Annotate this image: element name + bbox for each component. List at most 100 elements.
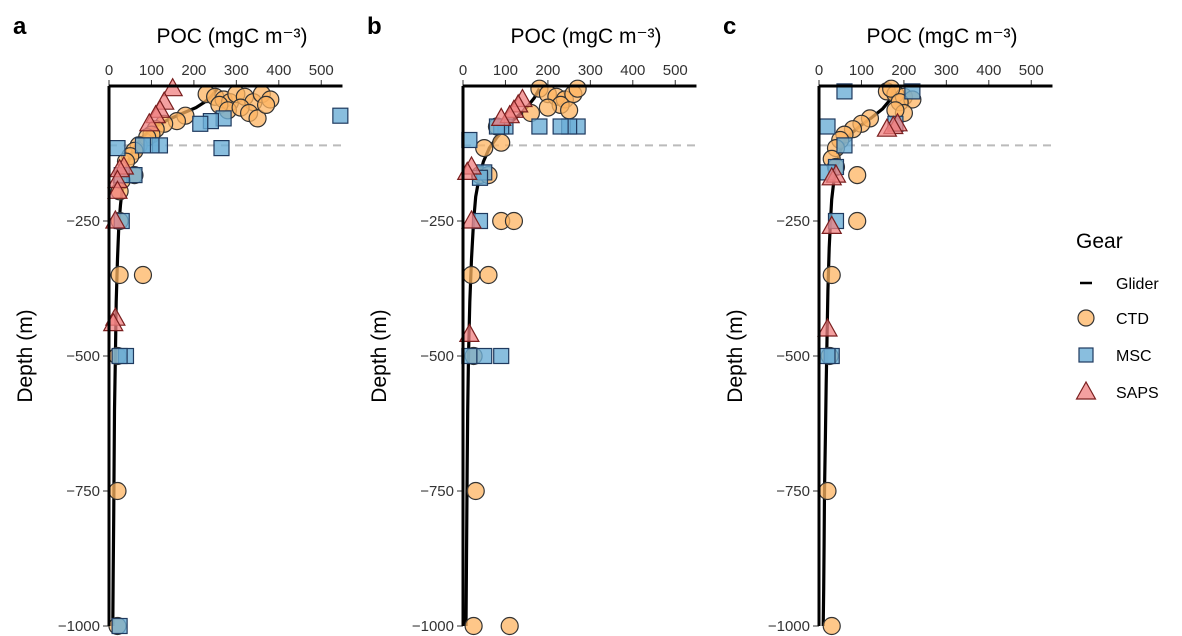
panel-c: c POC (mgC m⁻³) Depth (m) 0 100 200 300 400 500 −…: [723, 13, 1053, 636]
y-axis-title: Depth (m): [724, 309, 747, 402]
y-tick-label: −500: [776, 348, 810, 365]
msc-point: [836, 83, 853, 100]
x-tick-label: 300: [224, 62, 249, 79]
x-tick-label: 400: [976, 62, 1001, 79]
x-tick-label: 500: [663, 62, 688, 79]
saps-point: [138, 112, 160, 132]
saps-point: [490, 107, 512, 127]
x-axis-title: POC (mgC m⁻³): [510, 25, 661, 48]
saps-point: [460, 209, 483, 229]
legend-key-saps: [1075, 380, 1097, 400]
x-tick-label: 200: [181, 62, 206, 79]
ctd-point: [133, 265, 153, 285]
x-tick-label: 200: [891, 62, 916, 79]
ctd-point: [560, 101, 579, 120]
msc-point: [819, 118, 836, 135]
msc-point: [531, 118, 548, 135]
x-tick-label: 500: [1019, 62, 1044, 79]
y-axis-title: Depth (m): [14, 309, 37, 402]
y-axis-title: Depth (m): [368, 309, 391, 402]
msc-point: [192, 115, 209, 132]
ctd-point: [108, 481, 127, 501]
y-tick-label: −250: [776, 213, 810, 230]
ctd-point: [538, 98, 558, 117]
ctd-point: [882, 79, 901, 98]
panel-letter: a: [13, 13, 27, 40]
panel-letter: b: [367, 13, 382, 40]
ctd-point: [822, 265, 841, 285]
msc-point: [111, 617, 128, 635]
ctd-point: [568, 79, 587, 98]
x-tick-label: 0: [459, 62, 467, 79]
x-tick-label: 300: [934, 62, 959, 79]
x-tick-label: 0: [815, 62, 823, 79]
ctd-point: [479, 265, 498, 285]
x-tick-label: 0: [105, 62, 113, 79]
msc-point: [904, 83, 921, 100]
x-tick-label: 500: [309, 62, 334, 79]
msc-point: [476, 347, 493, 365]
ctd-point: [822, 616, 841, 636]
ctd-point: [464, 616, 483, 636]
y-tick-label: −500: [420, 348, 454, 365]
msc-point: [836, 137, 853, 154]
saps-point: [816, 317, 839, 337]
legend: Gear Glider CTD MSC SAPS: [1075, 230, 1159, 402]
panel-a: a POC (mgC m⁻³) Depth (m) 0 100 200 300 400 500 −…: [13, 13, 349, 636]
x-axis-title: POC (mgC m⁻³): [866, 25, 1017, 48]
ctd-point: [818, 481, 837, 501]
msc-point: [493, 347, 510, 365]
y-tick-label: −1000: [768, 618, 810, 635]
y-tick-label: −1000: [58, 618, 100, 635]
y-tick-label: −1000: [412, 618, 454, 635]
x-tick-label: 100: [849, 62, 874, 79]
ctd-point: [256, 95, 276, 115]
glider-profile-line: [821, 88, 895, 627]
msc-point: [109, 140, 126, 157]
msc-point: [332, 107, 349, 124]
x-tick-label: 200: [535, 62, 560, 79]
ctd-point: [504, 211, 524, 231]
saps-point: [106, 180, 129, 199]
y-tick-label: −250: [66, 213, 100, 230]
ctd-point: [848, 211, 867, 231]
ctd-point: [475, 139, 494, 158]
legend-key-msc: [1078, 347, 1094, 363]
panel-letter: c: [723, 13, 736, 40]
msc-point: [552, 118, 569, 135]
ctd-point: [248, 109, 267, 128]
legend-label: CTD: [1116, 311, 1149, 328]
ctd-point: [110, 265, 129, 285]
msc-point: [213, 140, 230, 157]
y-tick-label: −250: [420, 213, 454, 230]
msc-point: [819, 347, 836, 365]
panel-b: b POC (mgC m⁻³) Depth (m) 0 100 200 300 400 500 −…: [367, 13, 697, 636]
ctd-point: [500, 616, 519, 636]
saps-point: [458, 323, 480, 342]
saps-point: [821, 215, 843, 234]
saps-point: [821, 166, 843, 186]
legend-label: Glider: [1116, 276, 1159, 293]
y-tick-label: −500: [66, 348, 100, 365]
ctd-point: [466, 481, 485, 501]
saps-point: [104, 209, 126, 229]
legend-title: Gear: [1076, 230, 1123, 253]
x-tick-label: 300: [578, 62, 603, 79]
y-tick-label: −750: [776, 483, 810, 500]
x-axis-title: POC (mgC m⁻³): [156, 25, 307, 48]
x-tick-label: 400: [620, 62, 645, 79]
x-tick-label: 100: [139, 62, 164, 79]
legend-label: SAPS: [1116, 385, 1159, 402]
ctd-point: [492, 133, 511, 152]
saps-point: [876, 117, 898, 137]
msc-point: [134, 137, 152, 154]
msc-point: [111, 347, 128, 365]
x-tick-label: 100: [493, 62, 518, 79]
legend-label: MSC: [1116, 348, 1152, 365]
ctd-point: [848, 166, 867, 185]
ctd-point: [462, 265, 481, 285]
x-tick-label: 400: [266, 62, 291, 79]
legend-key-ctd: [1077, 309, 1095, 327]
y-tick-label: −750: [420, 483, 454, 500]
